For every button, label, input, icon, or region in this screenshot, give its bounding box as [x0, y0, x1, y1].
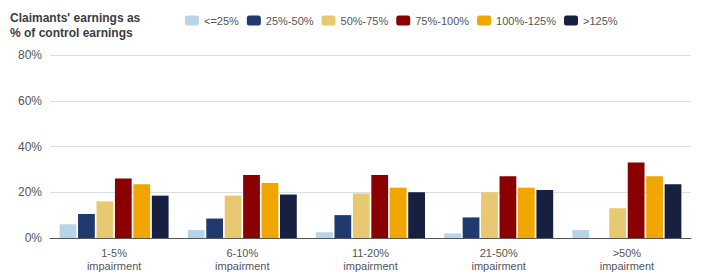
svg-text:Claimants' earnings as: Claimants' earnings as — [10, 11, 141, 25]
svg-text:% of control earnings: % of control earnings — [10, 26, 133, 40]
svg-text:1-5%: 1-5% — [101, 247, 127, 259]
svg-text:>50%: >50% — [613, 247, 642, 259]
svg-text:20%: 20% — [18, 185, 42, 199]
svg-text:80%: 80% — [18, 48, 42, 62]
svg-text:50%-75%: 50%-75% — [341, 15, 389, 27]
svg-text:impairment: impairment — [471, 260, 525, 272]
svg-text:impairment: impairment — [600, 260, 654, 272]
svg-text:25%-50%: 25%-50% — [266, 15, 314, 27]
svg-text:impairment: impairment — [215, 260, 269, 272]
svg-text:impairment: impairment — [343, 260, 397, 272]
svg-text:21-50%: 21-50% — [480, 247, 518, 259]
svg-text:60%: 60% — [18, 94, 42, 108]
svg-text:75%-100%: 75%-100% — [415, 15, 469, 27]
svg-text:11-20%: 11-20% — [352, 247, 389, 259]
svg-text:40%: 40% — [18, 140, 42, 154]
svg-text:impairment: impairment — [87, 260, 141, 272]
svg-text:100%-125%: 100%-125% — [496, 15, 556, 27]
svg-text:6-10%: 6-10% — [226, 247, 258, 259]
svg-text:<=25%: <=25% — [204, 15, 239, 27]
svg-text:>125%: >125% — [583, 15, 618, 27]
svg-text:0%: 0% — [25, 231, 43, 245]
